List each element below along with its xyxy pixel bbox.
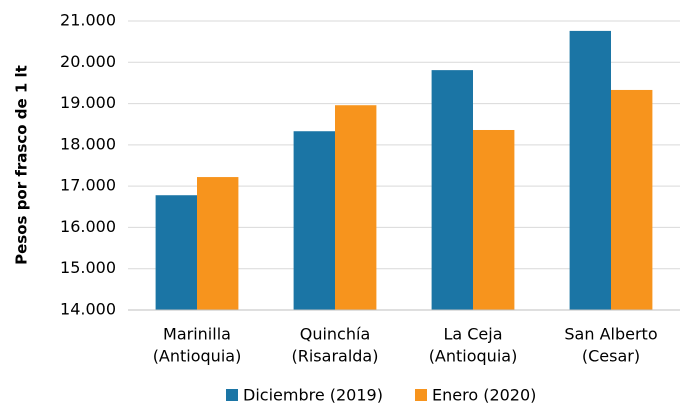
- y-tick-label: 15.000: [60, 258, 116, 277]
- x-tick-label: Quinchía: [300, 325, 371, 344]
- y-tick-label: 17.000: [60, 176, 116, 195]
- x-tick-label: Marinilla: [163, 325, 231, 344]
- bar: [155, 195, 197, 310]
- legend-swatch: [415, 389, 427, 401]
- y-tick-label: 20.000: [60, 52, 116, 71]
- y-tick-label: 16.000: [60, 217, 116, 236]
- y-tick-label: 19.000: [60, 93, 116, 112]
- legend-swatch: [226, 389, 238, 401]
- x-tick-label: (Antioquia): [429, 347, 518, 366]
- bar: [293, 131, 335, 310]
- bar: [335, 105, 377, 310]
- x-tick-label: (Cesar): [582, 347, 640, 366]
- x-tick-label: La Ceja: [443, 325, 502, 344]
- y-tick-label: 21.000: [60, 11, 116, 30]
- y-tick-label: 18.000: [60, 134, 116, 153]
- bar: [569, 30, 611, 311]
- x-tick-label: (Antioquia): [153, 347, 242, 366]
- legend-label: Enero (2020): [432, 386, 536, 405]
- bar: [431, 70, 473, 310]
- y-tick-label: 14.000: [60, 300, 116, 319]
- x-tick-label: (Risaralda): [292, 347, 379, 366]
- x-tick-label: San Alberto: [564, 325, 657, 344]
- legend-label: Diciembre (2019): [243, 386, 383, 405]
- bar: [197, 177, 239, 310]
- bar: [473, 129, 515, 310]
- y-axis-label: Pesos por frasco de 1 lt: [13, 65, 31, 265]
- bar: [611, 89, 653, 310]
